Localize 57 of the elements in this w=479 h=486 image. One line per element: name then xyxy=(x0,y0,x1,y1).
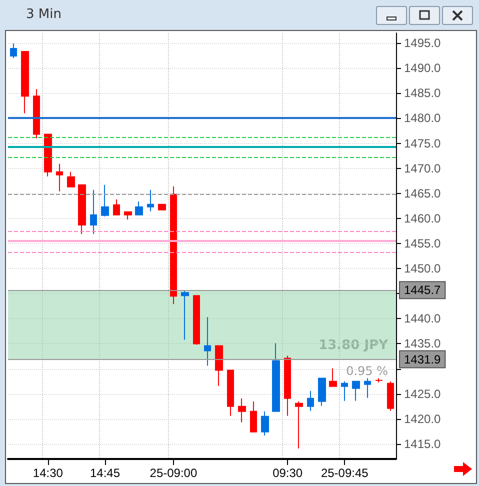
y-tick-label: 1485.0 xyxy=(404,86,442,100)
candlestick xyxy=(272,342,280,412)
candlestick xyxy=(284,355,291,416)
y-tick-label: 1490.0 xyxy=(404,61,442,76)
y-tick-label: 1465.0 xyxy=(404,186,442,200)
candlestick xyxy=(238,398,246,423)
candlestick xyxy=(90,189,97,234)
y-tick-label: 1455.0 xyxy=(404,236,442,250)
y-tick-label: 1475.0 xyxy=(404,136,442,150)
ref-line-label: 1445.7 xyxy=(404,283,442,298)
x-tick-label: 09:30 xyxy=(272,466,303,480)
candlestick xyxy=(318,378,326,406)
candlestick xyxy=(101,184,109,217)
candlestick xyxy=(158,204,166,210)
candlestick xyxy=(387,380,394,412)
x-tick-label: 25-09:00 xyxy=(150,466,198,480)
candlestick xyxy=(250,400,257,433)
candlestick xyxy=(329,368,337,387)
y-tick-label: 1495.0 xyxy=(404,36,442,50)
candlestick xyxy=(261,410,269,436)
candlestick xyxy=(21,51,29,114)
candlestick xyxy=(33,88,40,139)
candlestick xyxy=(147,189,154,212)
candlestick xyxy=(44,134,52,177)
y-tick-label: 1425.0 xyxy=(404,386,442,401)
candlestick xyxy=(170,186,177,305)
y-tick-label: 1415.0 xyxy=(404,436,442,451)
y-tick-label: 1435.0 xyxy=(404,336,442,351)
y-tick-label: 1480.0 xyxy=(404,111,442,126)
y-tick-label: 1440.0 xyxy=(404,312,442,326)
candlestick xyxy=(10,43,17,59)
y-tick-label: 1450.0 xyxy=(404,262,442,276)
y-tick-label: 1460.0 xyxy=(404,211,442,226)
candlestick xyxy=(352,380,360,402)
candlestick xyxy=(295,400,303,449)
x-tick-label: 14:45 xyxy=(90,466,120,480)
candlestick xyxy=(78,184,86,234)
x-tick-label: 25-09:45 xyxy=(320,466,369,480)
candlestick xyxy=(215,345,223,386)
ref-line-label: 1431.9 xyxy=(404,352,442,366)
candlestick xyxy=(375,378,383,383)
candlestick xyxy=(341,380,348,402)
candlestick xyxy=(56,163,63,192)
candlestick xyxy=(181,290,189,340)
chart-title: 3 Min xyxy=(26,7,62,22)
candlestick xyxy=(193,295,200,346)
candlestick xyxy=(113,198,120,216)
candlestick xyxy=(364,378,371,398)
x-tick-label: 14:30 xyxy=(32,466,64,480)
candlestick xyxy=(124,211,132,220)
candlestick xyxy=(227,370,234,416)
y-tick-label: 1470.0 xyxy=(404,161,442,176)
candlestick xyxy=(135,200,143,216)
candlestick xyxy=(307,390,314,412)
candlestick xyxy=(67,171,75,188)
y-tick-label: 1420.0 xyxy=(404,412,442,426)
candlestick xyxy=(204,316,211,366)
